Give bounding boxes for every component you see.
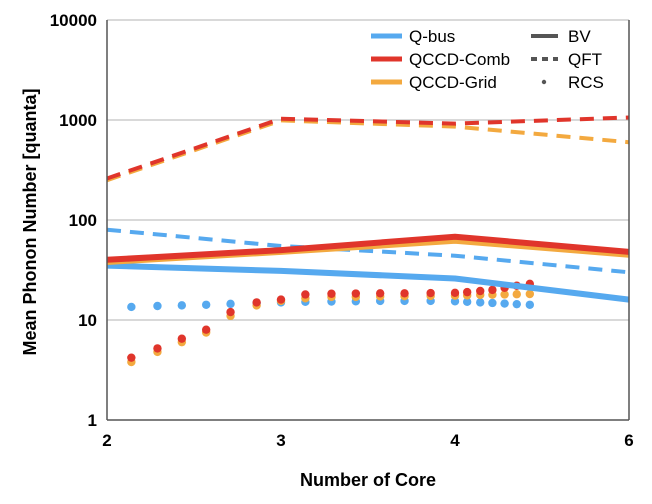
q-bus-rcs-point	[462, 297, 472, 307]
qccd-comb-rcs-point	[276, 295, 286, 304]
qccd-comb-rcs-point	[226, 307, 235, 317]
qccd-comb-rcs-point	[327, 289, 336, 298]
x-tick-label: 3	[276, 431, 285, 450]
qccd-comb-rcs-point	[400, 289, 409, 298]
qccd-comb-rcs-point	[476, 286, 485, 296]
y-tick-label: 10	[78, 311, 97, 330]
y-tick-label: 1000	[59, 111, 97, 130]
y-tick-label: 10000	[50, 11, 97, 30]
x-tick-label: 2	[102, 431, 111, 450]
q-bus-rcs-point	[201, 300, 211, 309]
qccd-comb-rcs-point	[351, 289, 361, 298]
y-tick-label: 100	[69, 211, 97, 230]
qccd-comb-rcs-point	[375, 289, 385, 298]
q-bus-rcs-point	[500, 299, 509, 308]
legend-label: Q-bus	[409, 27, 455, 46]
qccd-comb-rcs-point	[301, 290, 310, 299]
legend-label: QCCD-Comb	[409, 50, 510, 69]
q-bus-qft-line	[106, 227, 630, 275]
qccd-comb-rcs-point	[488, 285, 497, 295]
grid-lines	[107, 19, 629, 321]
legend-label: QCCD-Grid	[409, 73, 497, 92]
q-bus-rcs-point	[476, 298, 485, 307]
qccd-comb-rcs-point	[127, 353, 136, 362]
x-tick-label: 4	[450, 431, 460, 450]
series-layer	[106, 115, 630, 367]
q-bus-rcs-point	[127, 302, 136, 312]
qccd-comb-rcs-point	[201, 325, 211, 334]
qccd-comb-rcs-point	[450, 288, 460, 298]
q-bus-rcs-point	[226, 299, 235, 309]
q-bus-bv-line	[106, 262, 630, 303]
qccd-comb-rcs-point	[153, 344, 162, 353]
qccd-comb-bv-line	[106, 233, 630, 263]
qccd-comb-rcs-point	[252, 298, 261, 307]
qccd-grid-qft-line	[106, 118, 630, 183]
q-bus-rcs-point	[153, 301, 162, 311]
qccd-comb-qft-line	[106, 115, 630, 181]
q-bus-rcs-point	[512, 299, 521, 309]
qccd-comb-rcs-point	[177, 334, 187, 343]
qccd-grid-rcs-point	[500, 290, 509, 299]
qccd-grid-rcs-point	[512, 290, 521, 299]
qccd-comb-rcs-point	[462, 287, 472, 297]
legend-label: QFT	[568, 50, 602, 69]
qccd-comb-rcs-point	[426, 288, 435, 298]
legend-label: RCS	[568, 73, 604, 92]
y-tick-label: 1	[88, 411, 97, 430]
q-bus-rcs-point	[177, 301, 187, 310]
legend: Q-bus QCCD-Comb QCCD-Grid BV QFT RCS	[371, 27, 604, 92]
qccd-grid-rcs-point	[525, 289, 535, 299]
legend-style-rcs	[541, 79, 547, 85]
axes: 1 10 100 1000 10000 2 3 4 6	[50, 11, 634, 450]
legend-label: BV	[568, 27, 591, 46]
q-bus-rcs-point	[525, 300, 535, 309]
q-bus-rcs-point	[488, 298, 497, 308]
x-tick-label: 6	[624, 431, 633, 450]
x-axis-title: Number of Core	[300, 470, 436, 490]
y-axis-title: Mean Phonon Number [quanta]	[20, 89, 40, 356]
